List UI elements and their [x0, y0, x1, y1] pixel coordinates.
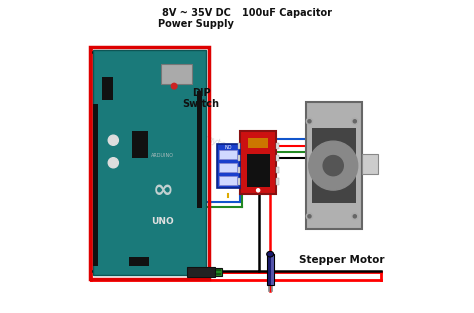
Bar	[129, 257, 149, 266]
Circle shape	[353, 120, 356, 123]
Bar	[215, 268, 222, 276]
Bar	[216, 269, 221, 271]
Bar	[93, 104, 98, 266]
Circle shape	[108, 158, 118, 168]
Bar	[93, 50, 206, 275]
Bar	[187, 267, 215, 277]
Bar	[219, 150, 237, 159]
Circle shape	[353, 215, 356, 218]
Bar	[217, 144, 240, 188]
Text: mytectutor.com: mytectutor.com	[202, 134, 272, 167]
Bar	[237, 178, 240, 185]
Bar	[219, 163, 237, 172]
Text: 8V ~ 35V DC
Power Supply: 8V ~ 35V DC Power Supply	[158, 8, 234, 29]
Text: NO: NO	[225, 145, 232, 150]
Circle shape	[308, 215, 311, 218]
Bar	[267, 254, 273, 285]
Text: Stepper Motor: Stepper Motor	[299, 255, 384, 265]
Bar	[237, 167, 240, 173]
Bar	[272, 254, 273, 285]
Bar	[276, 178, 279, 185]
Bar	[161, 64, 192, 84]
Bar	[362, 154, 378, 174]
Circle shape	[352, 213, 358, 219]
Text: DIP
Switch: DIP Switch	[182, 88, 219, 110]
Circle shape	[108, 135, 118, 145]
Bar	[219, 177, 237, 185]
Ellipse shape	[267, 251, 273, 257]
Bar	[248, 138, 268, 148]
Bar	[237, 143, 240, 149]
Bar	[240, 131, 276, 194]
Circle shape	[171, 83, 177, 89]
Bar	[276, 143, 279, 149]
Text: ARDUINO: ARDUINO	[151, 153, 174, 158]
Bar	[132, 131, 148, 158]
Bar	[90, 47, 209, 279]
Bar	[197, 91, 202, 208]
Bar	[306, 102, 362, 229]
Bar	[276, 155, 279, 161]
Circle shape	[306, 118, 312, 125]
Circle shape	[309, 141, 358, 190]
Text: 100uF Capacitor: 100uF Capacitor	[242, 8, 332, 18]
Bar	[237, 155, 240, 161]
Text: UNO: UNO	[152, 217, 174, 226]
Text: ∞: ∞	[153, 178, 173, 202]
Circle shape	[352, 118, 358, 125]
Circle shape	[323, 156, 343, 176]
Bar	[246, 154, 270, 187]
Circle shape	[306, 213, 312, 219]
Bar	[276, 167, 279, 173]
Bar	[311, 128, 356, 203]
Bar	[102, 77, 113, 100]
Circle shape	[256, 189, 260, 192]
Circle shape	[308, 120, 311, 123]
Bar	[216, 273, 221, 275]
